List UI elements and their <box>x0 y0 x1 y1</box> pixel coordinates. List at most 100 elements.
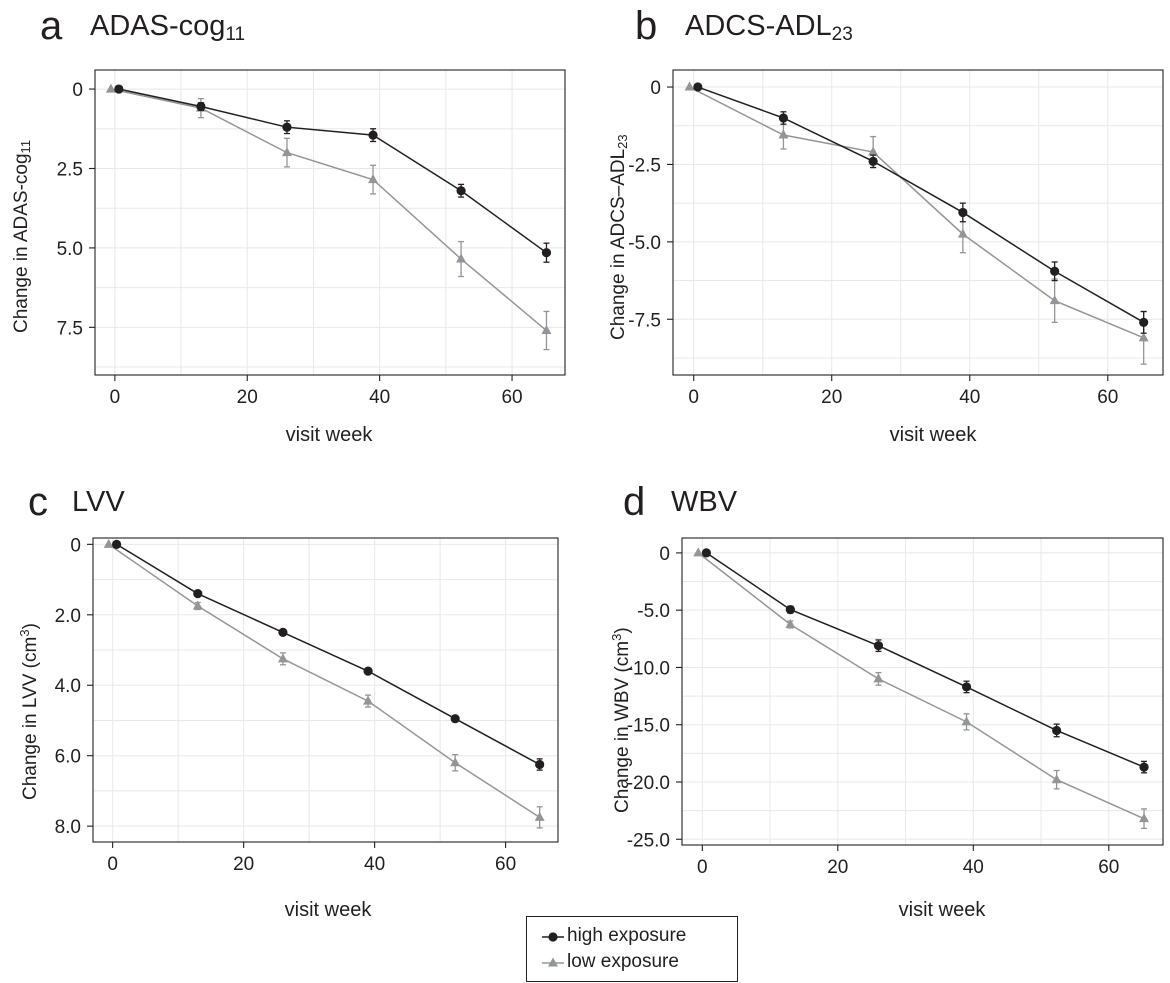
chart-legend: high exposure low exposure <box>526 916 738 982</box>
data-point-circle <box>1139 762 1149 772</box>
series-high-exposure <box>114 84 552 263</box>
y-tick-label: 0 <box>659 544 670 565</box>
data-point-triangle <box>961 716 972 726</box>
data-point-triangle <box>778 129 789 139</box>
series-line <box>116 543 541 766</box>
series-high-exposure <box>693 82 1149 334</box>
plot-svg: 0 20 40 60 0 2.5 5.0 7.5 <box>57 69 566 408</box>
data-point-circle <box>778 113 789 123</box>
data-point-circle <box>193 589 203 599</box>
y-tick-label: 5.0 <box>57 239 83 260</box>
y-tick-label: 2.5 <box>57 159 83 180</box>
x-tick-label: 0 <box>688 387 699 408</box>
plot-frame <box>672 69 1164 376</box>
x-axis-label: visit week <box>285 424 373 446</box>
y-tick-label: 0 <box>650 78 661 99</box>
data-point-circle <box>701 548 711 558</box>
chart-panel-d: d WBV Change in WBV (cm3) visit week 0 20… <box>585 460 1170 920</box>
data-point-circle <box>456 186 466 196</box>
panel-title: ADAS-cog11 <box>90 10 246 45</box>
data-point-triangle <box>103 538 114 548</box>
series-line <box>108 543 541 818</box>
data-point-circle <box>693 82 703 92</box>
plot-svg: 0 20 40 60 0 2.0 4.0 6.0 8.0 <box>55 535 559 875</box>
y-tick-label: -5.0 <box>628 233 661 254</box>
y-tick-label: 4.0 <box>55 676 81 697</box>
x-tick-label: 0 <box>697 857 708 878</box>
series-line <box>697 86 1145 324</box>
data-point-triangle <box>363 695 374 705</box>
data-point-triangle <box>693 547 704 557</box>
y-tick-label: 2.0 <box>55 606 81 627</box>
x-tick-label: 20 <box>233 854 254 875</box>
data-point-triangle <box>1049 295 1060 305</box>
x-tick-label: 0 <box>107 854 118 875</box>
y-tick-label: 0 <box>70 535 81 556</box>
plot-frame <box>681 537 1164 846</box>
data-point-triangle <box>456 253 467 263</box>
x-tick-label: 40 <box>369 387 390 408</box>
x-tick-label: 60 <box>1098 857 1119 878</box>
grid <box>682 538 1163 845</box>
data-point-circle <box>868 156 878 166</box>
chart-panel-c: c LVV Change in LVV (cm3) visit week 0 20… <box>0 460 585 920</box>
x-axis-label: visit week <box>889 424 977 446</box>
series-low-exposure <box>684 81 1149 365</box>
x-tick-label: 40 <box>963 857 984 878</box>
y-tick-label: -2.5 <box>628 155 661 176</box>
series-line <box>689 86 1144 339</box>
x-tick-label: 20 <box>237 387 258 408</box>
data-point-triangle <box>1051 774 1062 784</box>
plot-svg: 0 20 40 60 0 -5.0 -10.0 -15.0 -20.0 -25.0 <box>627 537 1164 878</box>
y-tick-label: -25.0 <box>627 830 670 851</box>
legend-label: high exposure <box>567 925 687 946</box>
series-line <box>697 552 1145 820</box>
x-tick-label: 20 <box>827 857 848 878</box>
data-point-triangle <box>873 673 884 683</box>
plot-svg: 0 20 40 60 0 -2.5 -5.0 -7.5 <box>628 69 1164 408</box>
grid <box>93 538 558 842</box>
data-point-circle <box>450 714 460 724</box>
y-tick-label: 0 <box>72 80 83 101</box>
x-tick-label: 60 <box>1097 387 1118 408</box>
series-low-exposure <box>103 538 545 829</box>
grid <box>673 70 1163 375</box>
data-point-circle <box>196 101 206 112</box>
data-point-circle <box>961 682 972 692</box>
data-point-circle <box>1050 266 1060 276</box>
legend-marker-circle <box>542 932 564 942</box>
data-point-triangle <box>368 174 379 184</box>
chart-panel-b: b ADCS-ADL23 Change in ADCS–ADL23 visit … <box>585 0 1170 460</box>
x-axis-label: visit week <box>284 899 372 921</box>
panel-title: WBV <box>671 486 738 518</box>
data-point-triangle <box>1139 813 1150 823</box>
data-point-triangle <box>192 600 203 610</box>
data-point-circle <box>1139 317 1149 327</box>
data-point-circle <box>873 641 884 651</box>
x-tick-label: 0 <box>110 387 121 408</box>
data-point-triangle <box>684 81 695 91</box>
data-point-triangle <box>785 618 796 628</box>
data-point-triangle <box>541 325 552 335</box>
y-tick-label: -15.0 <box>627 716 670 737</box>
x-tick-label: 60 <box>495 854 516 875</box>
series-line <box>705 552 1145 768</box>
x-axis-label: visit week <box>898 899 986 921</box>
series-low-exposure <box>693 547 1150 830</box>
y-tick-label: -20.0 <box>627 773 670 794</box>
x-tick-label: 40 <box>364 854 385 875</box>
x-tick-label: 40 <box>959 387 980 408</box>
y-tick-label: 7.5 <box>57 318 83 339</box>
data-point-circle <box>278 627 288 638</box>
legend-marker-triangle <box>542 957 564 967</box>
x-tick-label: 60 <box>501 387 522 408</box>
data-point-circle <box>535 759 545 770</box>
y-tick-label: -7.5 <box>628 310 661 331</box>
data-point-triangle <box>957 228 968 238</box>
y-tick-label: -5.0 <box>637 601 670 622</box>
plot-frame <box>94 69 566 376</box>
panel-title: ADCS-ADL23 <box>685 10 853 45</box>
y-tick-label: -10.0 <box>627 658 670 679</box>
chart-panel-a: a ADAS-cog11 Change in ADAS-cog11 visit … <box>0 0 585 460</box>
y-tick-label: 6.0 <box>55 747 81 768</box>
